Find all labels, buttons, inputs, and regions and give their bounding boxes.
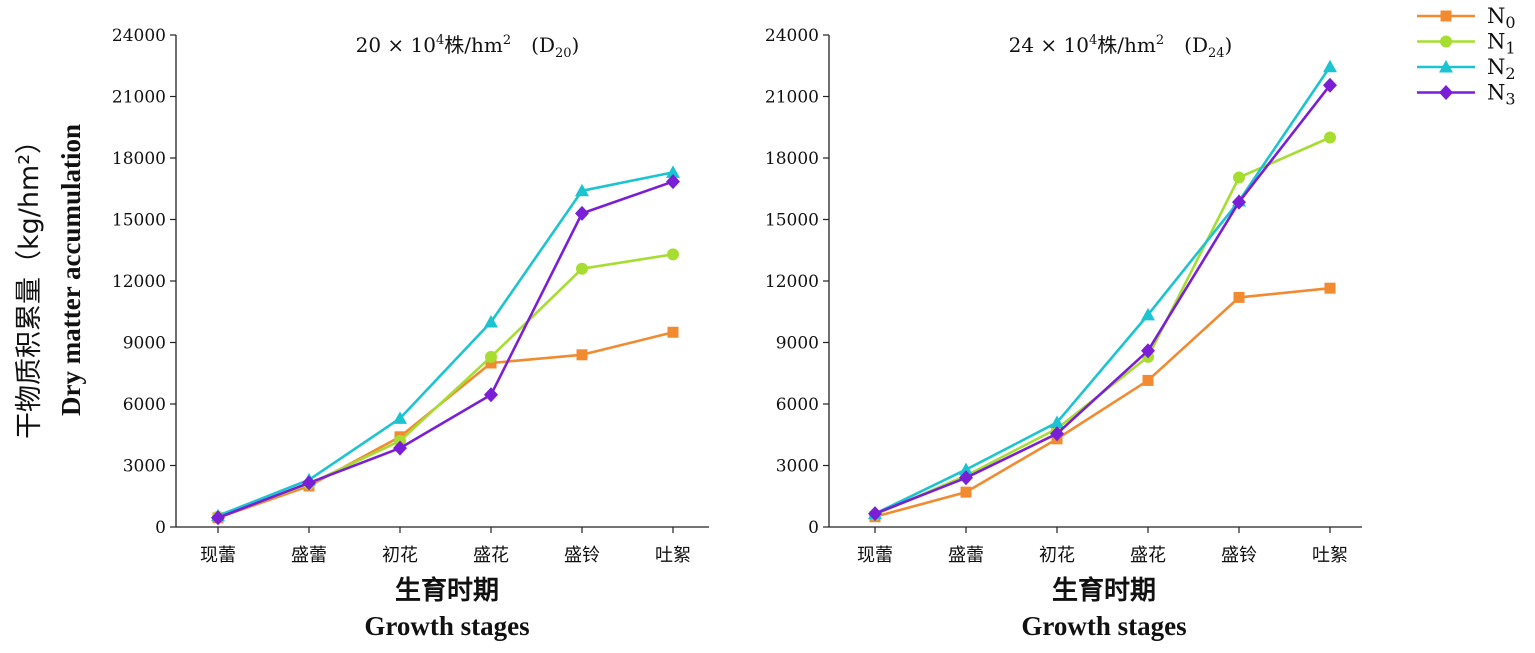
data-point-n2 <box>1323 59 1337 73</box>
y-tick-label: 18000 <box>765 149 819 169</box>
data-point-n3 <box>393 440 407 456</box>
data-point-n0 <box>576 349 588 361</box>
x-axis-title-cn-right: 生育时期 <box>1052 575 1156 606</box>
data-point-n3 <box>302 475 316 491</box>
data-point-n2 <box>959 462 973 476</box>
x-tick-label: 盛蕾 <box>948 545 984 566</box>
data-point-n3 <box>868 506 882 522</box>
data-point-n0 <box>667 326 679 338</box>
data-point-n3 <box>666 174 680 190</box>
x-tick-label: 盛蕾 <box>291 545 327 566</box>
chart-title: 20 × 104株/hm2 (D20) <box>356 33 580 61</box>
x-tick-label: 现蕾 <box>857 545 893 566</box>
chart-panel-d20: 0 3000 6000 9000 12000 15000 18000 21000 24000 现蕾… <box>112 26 709 566</box>
y-tick-label: 3000 <box>123 457 166 477</box>
data-point-n2 <box>393 411 407 424</box>
x-axis-title-en-right: Growth stages <box>1021 611 1186 641</box>
x-tick-label: 吐絮 <box>655 545 691 566</box>
data-point-n2 <box>575 183 589 197</box>
data-point-n1 <box>576 262 588 275</box>
x-tick-label: 盛铃 <box>564 545 600 566</box>
y-tick-label: 3000 <box>776 457 819 477</box>
x-tick-label: 吐絮 <box>1312 545 1348 566</box>
legend-label: N2 <box>1487 55 1516 83</box>
data-point-n3 <box>575 205 589 221</box>
legend-label: N1 <box>1487 30 1516 58</box>
data-point-n0 <box>960 486 972 498</box>
data-point-n0 <box>1142 374 1154 386</box>
data-point-n0 <box>1324 282 1336 294</box>
y-axis-title-cn: 干物质积累量（kg/hm²） <box>14 127 45 439</box>
y-axis-title-en: Dry matter accumulation <box>56 124 86 416</box>
y-tick-label: 15000 <box>112 211 166 231</box>
series-line-n3 <box>217 180 674 519</box>
legend-label: N3 <box>1487 81 1516 109</box>
x-tick-label: 盛铃 <box>1221 545 1257 566</box>
y-tick-label: 6000 <box>123 395 166 415</box>
x-tick-label: 现蕾 <box>200 545 236 566</box>
y-tick-label: 24000 <box>112 26 166 46</box>
series-line-n1 <box>217 253 674 518</box>
y-tick-label: 0 <box>155 518 166 538</box>
series-line-n3 <box>874 84 1332 515</box>
x-axis-title-cn-left: 生育时期 <box>395 575 499 606</box>
y-tick-label: 0 <box>808 518 819 538</box>
data-point-n3 <box>1050 426 1064 442</box>
x-axis-title-en-left: Growth stages <box>364 611 529 641</box>
data-point-n1 <box>667 248 679 261</box>
legend-marker <box>1440 35 1452 48</box>
y-tick-label: 9000 <box>123 334 166 354</box>
legend-marker <box>1439 60 1453 73</box>
series-line-n2 <box>217 171 674 517</box>
y-tick-label: 12000 <box>765 272 819 292</box>
legend-marker <box>1439 85 1453 100</box>
data-point-n3 <box>1232 194 1246 210</box>
x-tick-label: 盛花 <box>473 545 509 566</box>
data-point-n0 <box>485 357 497 369</box>
data-point-n1 <box>485 350 497 363</box>
y-tick-label: 21000 <box>112 88 166 108</box>
chart-title: 24 × 104株/hm2 (D24) <box>1009 33 1233 61</box>
data-point-n3 <box>484 387 498 403</box>
x-tick-label: 盛花 <box>1130 545 1166 566</box>
y-tick-label: 6000 <box>776 395 819 415</box>
data-point-n2 <box>666 165 680 178</box>
data-point-n2 <box>484 315 498 328</box>
y-tick-label: 12000 <box>112 272 166 292</box>
legend-marker <box>1440 10 1452 22</box>
y-tick-label: 21000 <box>765 88 819 108</box>
series-line-n2 <box>874 66 1332 515</box>
data-point-n3 <box>1323 77 1337 93</box>
series-line-n0 <box>874 286 1331 519</box>
data-point-n3 <box>1141 343 1155 359</box>
y-tick-label: 18000 <box>112 149 166 169</box>
data-point-n2 <box>1141 307 1155 321</box>
y-tick-label: 24000 <box>765 26 819 46</box>
y-tick-label: 9000 <box>776 334 819 354</box>
data-point-n3 <box>211 510 225 526</box>
legend-label: N0 <box>1487 4 1516 32</box>
data-point-n1 <box>1233 171 1245 184</box>
data-point-n1 <box>1324 131 1336 144</box>
data-point-n2 <box>1050 415 1064 428</box>
x-tick-label: 初花 <box>382 545 418 566</box>
x-tick-label: 初花 <box>1039 545 1075 566</box>
chart-panel-d24: 0 3000 6000 9000 12000 15000 18000 21000 24000 现蕾… <box>765 26 1362 566</box>
y-tick-label: 15000 <box>765 211 819 231</box>
data-point-n0 <box>1233 291 1245 303</box>
series-line-n1 <box>874 136 1331 516</box>
data-point-n3 <box>959 470 973 486</box>
